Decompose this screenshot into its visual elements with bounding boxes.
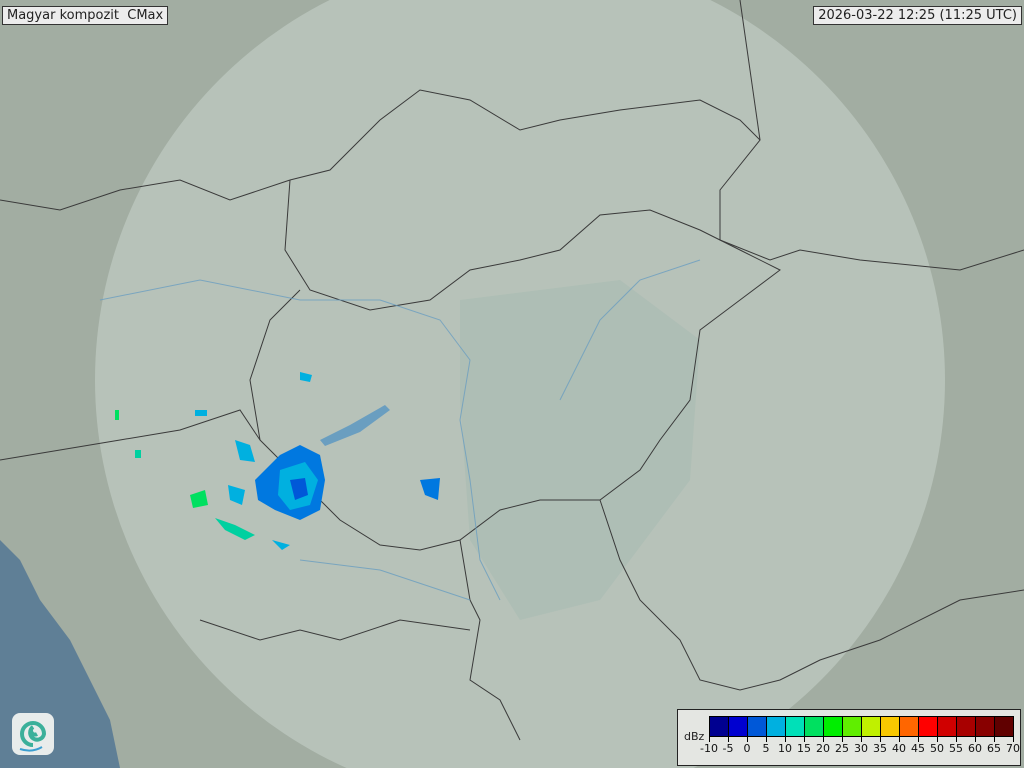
legend-tick-label: 30 <box>854 742 868 755</box>
legend-tick-label: 20 <box>816 742 830 755</box>
legend-tick <box>899 737 900 742</box>
product-title: Magyar kompozit CMax <box>2 6 169 25</box>
legend-color-segment <box>919 717 938 736</box>
legend-tick <box>747 737 748 742</box>
dbz-color-legend: dBz -10 -5 0 5 10 15 20 25 30 35 40 45 50 55 60 65 70 <box>677 709 1021 766</box>
legend-tick-label: 5 <box>762 742 770 755</box>
legend-color-segment <box>729 717 748 736</box>
legend-tick <box>880 737 881 742</box>
legend-tick-label: -5 <box>722 742 734 755</box>
legend-color-segment <box>995 717 1013 736</box>
legend-tick-label: 50 <box>930 742 944 755</box>
legend-tick <box>918 737 919 742</box>
legend-tick-label: 35 <box>873 742 887 755</box>
legend-tick-label: 40 <box>892 742 906 755</box>
country-borders <box>0 0 1024 741</box>
legend-color-segment <box>862 717 881 736</box>
legend-tick-label: -10 <box>700 742 718 755</box>
legend-color-segment <box>805 717 824 736</box>
legend-color-segment <box>767 717 786 736</box>
legend-tick-label: 65 <box>987 742 1001 755</box>
coverage-inner <box>460 280 700 620</box>
swirl-logo-icon <box>12 713 54 755</box>
legend-tick <box>994 737 995 742</box>
legend-tick-label: 25 <box>835 742 849 755</box>
legend-color-segment <box>938 717 957 736</box>
legend-tick <box>842 737 843 742</box>
legend-tick-label: 45 <box>911 742 925 755</box>
legend-tick-label: 10 <box>778 742 792 755</box>
legend-color-segment <box>748 717 767 736</box>
legend-tick-label: 70 <box>1006 742 1020 755</box>
legend-tick <box>861 737 862 742</box>
legend-color-segment <box>957 717 976 736</box>
legend-color-segment <box>881 717 900 736</box>
legend-ticks: -10 -5 0 5 10 15 20 25 30 35 40 45 50 55 60 65 70 <box>700 737 1020 757</box>
legend-color-segment <box>843 717 862 736</box>
lake-balaton <box>320 405 390 446</box>
legend-color-bar <box>709 716 1014 737</box>
legend-color-segment <box>710 717 729 736</box>
legend-tick <box>709 737 710 742</box>
legend-unit-label: dBz <box>684 730 705 743</box>
legend-tick <box>975 737 976 742</box>
legend-tick <box>937 737 938 742</box>
radar-coverage-area <box>95 0 945 768</box>
legend-tick <box>766 737 767 742</box>
legend-tick <box>804 737 805 742</box>
legend-tick <box>728 737 729 742</box>
legend-color-segment <box>824 717 843 736</box>
legend-tick <box>956 737 957 742</box>
legend-color-segment <box>976 717 995 736</box>
legend-tick <box>823 737 824 742</box>
legend-tick-label: 15 <box>797 742 811 755</box>
radar-echoes <box>115 372 440 550</box>
legend-tick-label: 60 <box>968 742 982 755</box>
rivers <box>99 259 701 601</box>
legend-tick <box>785 737 786 742</box>
legend-color-segment <box>900 717 919 736</box>
legend-tick-label: 55 <box>949 742 963 755</box>
sea-adriatic <box>0 540 120 768</box>
legend-color-segment <box>786 717 805 736</box>
timestamp-label: 2026-03-22 12:25 (11:25 UTC) <box>813 6 1022 25</box>
legend-tick <box>1013 737 1014 742</box>
legend-tick-label: 0 <box>743 742 751 755</box>
